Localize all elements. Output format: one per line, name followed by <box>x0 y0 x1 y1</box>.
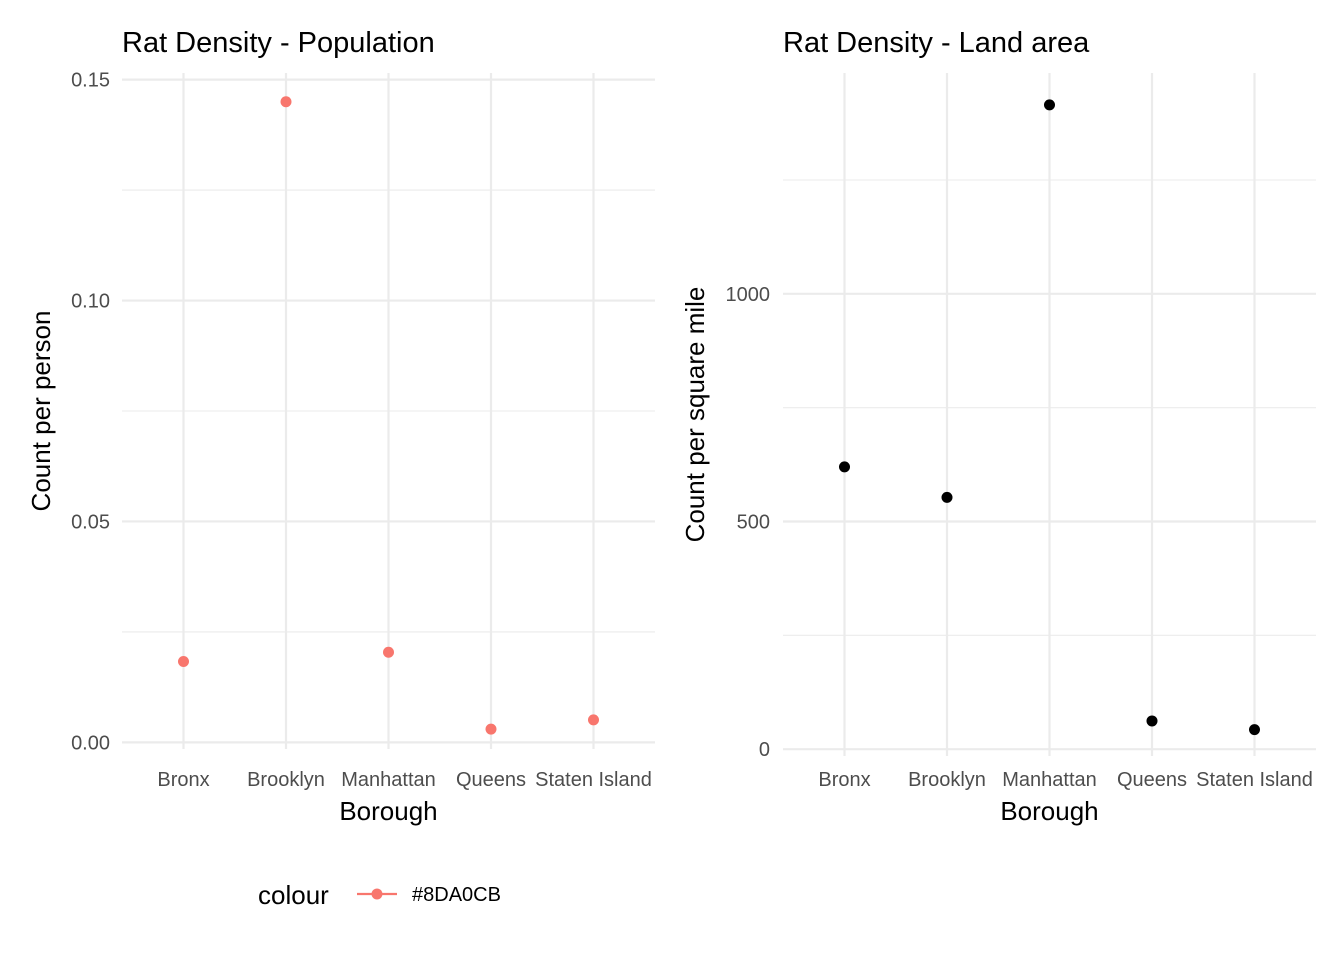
y-tick-label: 0.15 <box>71 70 110 92</box>
y-axis-title: Count per person <box>26 311 56 512</box>
data-point <box>1146 715 1158 727</box>
legend: colour #8DA0CB <box>258 880 501 910</box>
x-tick-label: Bronx <box>818 769 870 791</box>
data-point <box>1249 724 1260 736</box>
x-tick-label: Brooklyn <box>908 769 986 791</box>
panel-land-area: 0 500 1000 Bronx Brooklyn Manhattan Queens Stat… <box>680 27 1316 826</box>
legend-label: #8DA0CB <box>412 884 501 906</box>
data-point <box>280 96 292 108</box>
y-tick-label: 0 <box>759 739 770 761</box>
legend-title: colour <box>258 880 329 910</box>
x-tick-label: Brooklyn <box>247 769 325 791</box>
y-tick-label: 500 <box>737 512 770 534</box>
x-tick-label: Bronx <box>157 769 209 791</box>
x-tick-label: Manhattan <box>1002 769 1097 791</box>
y-tick-label: 0.00 <box>71 732 110 754</box>
x-tick-label: Manhattan <box>341 769 436 791</box>
x-axis-title: Borough <box>339 796 437 826</box>
data-point <box>383 646 394 658</box>
x-tick-label: Staten Island <box>535 769 652 791</box>
chart-title: Rat Density - Population <box>122 27 435 59</box>
data-point <box>485 723 497 735</box>
data-point <box>941 491 953 503</box>
y-tick-label: 0.05 <box>71 511 110 533</box>
data-point <box>839 461 850 473</box>
panel-population: 0.00 0.05 0.10 0.15 Bronx Brooklyn Manhattan Qu… <box>26 27 655 826</box>
legend-key-point <box>371 888 383 900</box>
y-axis-title: Count per square mile <box>680 287 710 543</box>
x-axis-title: Borough <box>1000 796 1098 826</box>
y-tick-label: 1000 <box>726 284 771 306</box>
data-point <box>1044 99 1055 111</box>
data-point <box>178 656 189 668</box>
y-tick-label: 0.10 <box>71 291 110 313</box>
chart-title: Rat Density - Land area <box>783 27 1090 59</box>
x-tick-label: Queens <box>1117 769 1187 791</box>
x-tick-label: Queens <box>456 769 526 791</box>
x-tick-label: Staten Island <box>1196 769 1313 791</box>
data-point <box>588 714 599 726</box>
